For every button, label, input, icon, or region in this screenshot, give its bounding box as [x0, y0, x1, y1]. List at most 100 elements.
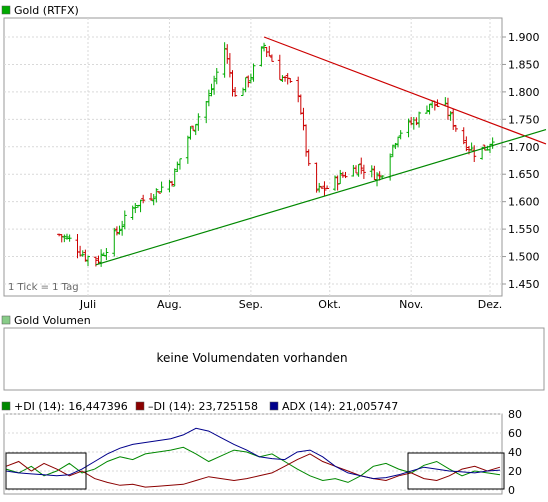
ohlc-bar — [406, 118, 411, 138]
ohlc-bar — [317, 182, 322, 193]
ohlc-bar — [233, 87, 238, 97]
legend-swatch-plus-di — [1, 401, 11, 411]
ohlc-bar — [338, 169, 343, 185]
price-y-tick-label: 1.850 — [508, 58, 540, 71]
legend-plus-di: +DI (14): 16,447396 — [14, 400, 128, 413]
ohlc-bar — [243, 77, 248, 93]
ohlc-bar — [319, 186, 324, 190]
ohlc-bar — [490, 137, 495, 149]
price-x-tick-label: Dez. — [478, 298, 503, 311]
ohlc-bar — [122, 210, 127, 230]
price-y-tick-label: 1.900 — [508, 31, 540, 44]
indicator-y-tick-label: 0 — [508, 484, 515, 497]
ohlc-bar — [193, 123, 198, 136]
volume-message: keine Volumendaten vorhanden — [156, 351, 347, 365]
ohlc-bar — [314, 162, 319, 193]
ohlc-bar — [325, 185, 330, 190]
indicator-lines — [5, 427, 501, 488]
ohlc-bar — [361, 164, 366, 179]
volume-legend-label: Gold Volumen — [14, 314, 91, 327]
indicator-y-axis: 0 20 40 60 80 — [508, 408, 522, 497]
ohlc-bar — [356, 164, 361, 177]
ohlc-bar — [393, 142, 398, 150]
ohlc-bar — [390, 144, 395, 158]
price-y-tick-label: 1.800 — [508, 86, 540, 99]
ohlc-bar — [472, 145, 477, 163]
ohlc-bar — [269, 54, 274, 62]
ohlc-bar — [322, 181, 327, 197]
ohlc-bar — [451, 108, 456, 130]
ohlc-bar — [206, 89, 211, 107]
ohlc-bar — [104, 248, 109, 261]
ohlc-bar — [188, 126, 193, 140]
legend-swatch-volume — [1, 315, 11, 325]
ohlc-bar — [369, 165, 374, 178]
ohlc-bar — [120, 220, 125, 236]
ohlc-bar — [398, 130, 403, 140]
ohlc-bar — [448, 111, 453, 121]
ohlc-bar — [461, 127, 466, 145]
ohlc-bar — [149, 192, 154, 201]
ohlc-bar — [170, 180, 175, 187]
indicator-panel: +DI (14): 16,447396 –DI (14): 23,725158 … — [1, 400, 522, 497]
ohlc-bar — [112, 227, 117, 257]
legend-minus-di: –DI (14): 23,725158 — [148, 400, 258, 413]
ohlc-bar — [283, 75, 288, 82]
price-x-tick-label: Okt. — [318, 298, 341, 311]
price-y-tick-label: 1.700 — [508, 141, 540, 154]
ohlc-bar — [298, 94, 303, 115]
ohlc-bar — [117, 225, 122, 235]
price-panel: Gold (RTFX) 1.450 1.500 1.550 1.600 1.650 1.7… — [1, 4, 547, 311]
ohlc-bar — [230, 70, 235, 97]
ohlc-bar — [332, 175, 337, 191]
ohlc-bar — [141, 194, 146, 204]
indicator-line — [5, 453, 501, 488]
ohlc-bar — [99, 249, 104, 267]
ohlc-bar — [414, 117, 419, 126]
ohlc-bar — [138, 199, 143, 213]
ohlc-bar — [396, 136, 401, 148]
ohlc-bar — [469, 142, 474, 151]
ohlc-bar — [62, 234, 67, 243]
price-y-tick-label: 1.600 — [508, 196, 540, 209]
ohlc-bar — [114, 226, 119, 236]
legend-adx: ADX (14): 21,005747 — [282, 400, 398, 413]
price-y-axis: 1.450 1.500 1.550 1.600 1.650 1.700 1.750 1.800… — [502, 31, 540, 291]
ohlc-bar — [427, 103, 432, 115]
price-y-tick-label: 1.550 — [508, 223, 540, 236]
ohlc-bar — [212, 75, 217, 95]
ohlc-bar — [154, 188, 159, 203]
ohlc-bar — [64, 233, 69, 240]
ohlc-bar — [177, 158, 182, 170]
indicator-y-tick-label: 60 — [508, 427, 522, 440]
ohlc-bar — [167, 179, 172, 193]
price-bars — [57, 42, 495, 267]
ohlc-bar — [156, 191, 161, 194]
ohlc-bar — [209, 83, 214, 97]
ohlc-bar — [227, 53, 232, 78]
ohlc-bar — [196, 113, 201, 131]
ohlc-bar — [133, 203, 138, 214]
ohlc-bar — [93, 256, 98, 267]
price-x-axis: Juli Aug. Sep. Okt. Nov. Dez. — [79, 298, 502, 311]
ohlc-bar — [86, 255, 90, 267]
volume-panel: Gold Volumen keine Volumendaten vorhande… — [1, 314, 545, 391]
price-x-tick-label: Juli — [79, 298, 96, 311]
price-x-tick-label: Sep. — [239, 298, 263, 311]
ohlc-bar — [354, 165, 358, 174]
ohlc-bar — [83, 249, 88, 262]
highlight-box-left — [5, 452, 87, 490]
price-grid — [4, 18, 502, 296]
ohlc-bar — [277, 54, 282, 81]
trendline — [95, 128, 547, 266]
ohlc-bar — [267, 45, 272, 57]
ohlc-bar — [214, 67, 219, 85]
ohlc-bar — [417, 111, 422, 128]
highlight-box-right — [407, 452, 505, 490]
price-x-tick-label: Aug. — [157, 298, 182, 311]
ohlc-bar — [172, 168, 177, 187]
trendlines — [95, 36, 547, 266]
legend-swatch-gold — [1, 5, 11, 15]
indicator-y-tick-label: 40 — [508, 446, 522, 459]
